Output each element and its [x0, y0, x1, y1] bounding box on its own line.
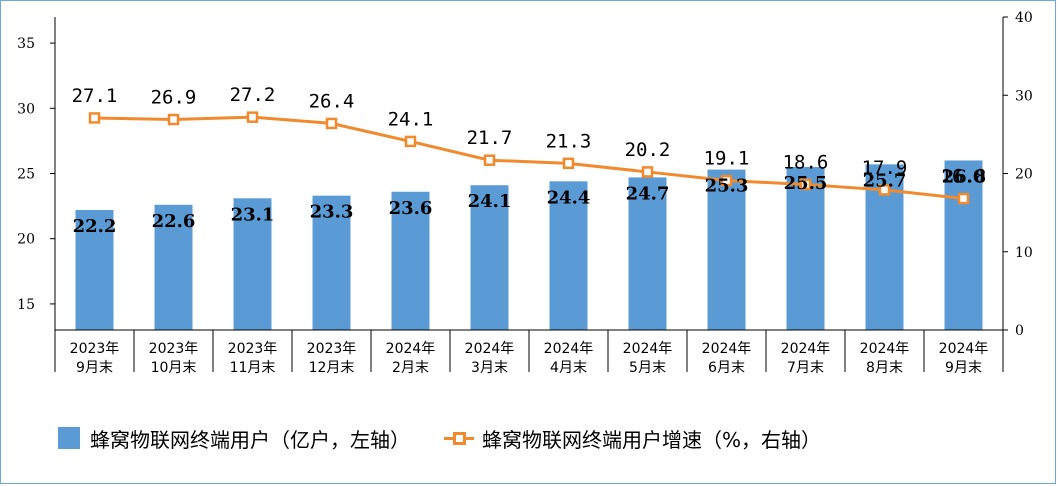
growth-point: [167, 113, 180, 126]
bar: [944, 160, 983, 330]
left-tick-label: 35: [17, 36, 35, 52]
category-label: 2024年 7月末: [781, 341, 831, 376]
category-label: 2024年 3月末: [465, 341, 515, 376]
left-tick-label: 25: [17, 167, 35, 183]
bar-value-label: 22.6: [152, 211, 196, 232]
category-label: 2024年 5月末: [623, 341, 673, 376]
bar-value-label: 23.6: [389, 198, 433, 219]
bar-value-label: 24.7: [626, 183, 670, 204]
right-tick-label: 30: [1015, 88, 1033, 104]
bar-value-label: 25.7: [863, 170, 907, 191]
left-tick-label: 15: [17, 297, 35, 313]
growth-value-label: 27.1: [72, 85, 118, 107]
growth-value-label: 24.1: [388, 108, 434, 130]
growth-point: [483, 154, 496, 166]
category-label: 2023年 12月末: [307, 341, 357, 376]
growth-point: [404, 135, 417, 148]
growth-point: [246, 111, 259, 123]
bars-layer: [75, 160, 983, 330]
axes-layer: 15 20 25 30 35 0 10 20 30 40 2023年 9月末 2023年 10月末 2023…: [17, 10, 1033, 376]
category-label: 2023年 10月末: [149, 341, 199, 376]
bar-value-label: 24.1: [468, 191, 512, 212]
bar-value-label: 23.3: [310, 202, 354, 223]
growth-value-label: 20.2: [625, 139, 671, 161]
right-tick-label: 10: [1015, 245, 1033, 261]
legend-bar-swatch: [58, 427, 80, 449]
growth-value-label: 26.4: [309, 90, 355, 112]
category-label: 2024年 2月末: [386, 341, 436, 376]
growth-value-label: 19.1: [704, 148, 750, 170]
legend: 蜂窝物联网终端用户（亿户，左轴） 蜂窝物联网终端用户增速（%，右轴）: [58, 424, 855, 452]
category-label: 2024年 9月末: [939, 341, 989, 376]
growth-value-label: 16.8: [941, 166, 987, 188]
bar-value-label: 23.1: [231, 204, 275, 225]
bar-value-label: 26.0: [942, 166, 986, 187]
growth-point: [88, 112, 101, 124]
bar-value-label: 25.5: [784, 173, 828, 194]
category-label: 2023年 11月末: [228, 341, 278, 376]
legend-line-swatch: [444, 427, 474, 449]
bar: [628, 177, 667, 330]
bar-value-label: 24.4: [547, 187, 591, 208]
bar: [549, 181, 588, 330]
legend-item-growth: 蜂窝物联网终端用户增速（%，右轴）: [444, 424, 821, 453]
growth-value-label: 27.2: [230, 84, 276, 106]
category-label: 2023年 9月末: [70, 341, 120, 376]
bar: [312, 195, 351, 330]
line-layer: [88, 111, 970, 205]
bar-value-label: 22.2: [73, 216, 117, 237]
growth-value-label: 26.9: [151, 87, 197, 109]
legend-label-growth: 蜂窝物联网终端用户增速（%，右轴）: [482, 427, 822, 452]
bar: [391, 191, 430, 330]
left-tick-label: 30: [17, 101, 35, 117]
bar-value-label: 25.3: [705, 176, 749, 197]
bar: [786, 166, 825, 330]
right-tick-label: 40: [1015, 10, 1033, 26]
growth-point: [957, 192, 970, 205]
category-label: 2024年 6月末: [702, 341, 752, 376]
bar: [470, 185, 509, 330]
bar: [154, 204, 193, 330]
category-label: 2024年 8月末: [860, 341, 910, 376]
bar: [707, 169, 746, 330]
growth-value-label: 18.6: [783, 151, 829, 173]
growth-value-label: 17.9: [862, 157, 908, 179]
legend-item-users: 蜂窝物联网终端用户（亿户，左轴）: [58, 424, 410, 453]
category-label: 2024年 4月末: [544, 341, 594, 376]
growth-point: [878, 184, 891, 196]
left-tick-label: 20: [17, 232, 35, 248]
growth-point: [641, 166, 654, 178]
growth-point: [325, 117, 338, 130]
growth-value-label: 21.3: [546, 130, 592, 152]
labels-layer: 22.2 22.6 23.1 23.3 23.6 24.1 24.4 24.7 25.3 25.5…: [72, 84, 987, 237]
legend-label-users: 蜂窝物联网终端用户（亿户，左轴）: [90, 427, 410, 452]
growth-point: [799, 178, 812, 191]
growth-line: [94, 115, 964, 201]
bar: [75, 210, 114, 330]
growth-point: [720, 174, 733, 187]
right-tick-label: 0: [1015, 323, 1024, 339]
bar: [233, 198, 272, 330]
growth-value-label: 21.7: [467, 127, 513, 149]
right-tick-label: 20: [1015, 167, 1033, 183]
growth-point: [562, 157, 575, 170]
